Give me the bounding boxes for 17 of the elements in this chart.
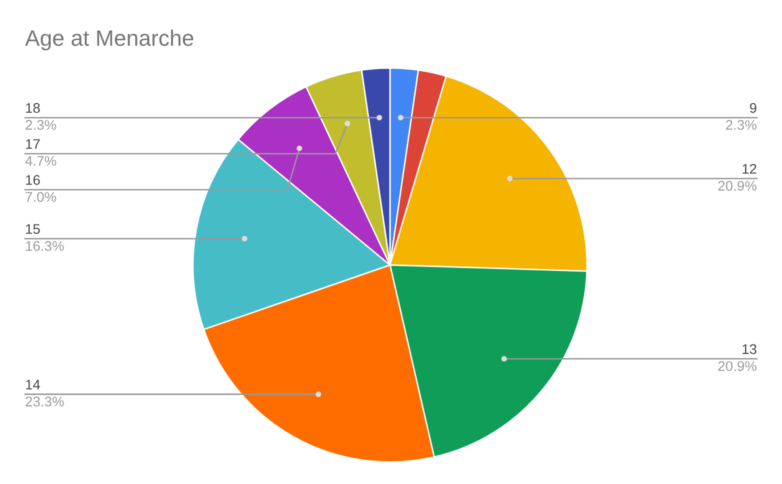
slice-label: 16 (26, 175, 40, 185)
data-label: 23.3% (26, 396, 64, 406)
slice-label: 14 (26, 380, 40, 390)
data-label: 7.0% (26, 192, 56, 202)
data-label: 20.9% (718, 180, 757, 191)
data-label: 2.3% (26, 120, 56, 130)
data-label: 4.7% (25, 156, 56, 166)
slice-label: 18 (26, 103, 40, 113)
slice-label: 15 (26, 224, 40, 234)
slice-label: 12 (742, 164, 756, 174)
slice-label: 17 (26, 139, 40, 149)
slice-label: 13 (742, 344, 756, 354)
data-label: 16.3% (26, 241, 64, 251)
data-label: 2.3% (726, 120, 757, 130)
slice-label: 9 (750, 103, 756, 113)
chart-title: Age at Menarche (25, 30, 194, 50)
data-label: 20.9% (718, 361, 757, 372)
